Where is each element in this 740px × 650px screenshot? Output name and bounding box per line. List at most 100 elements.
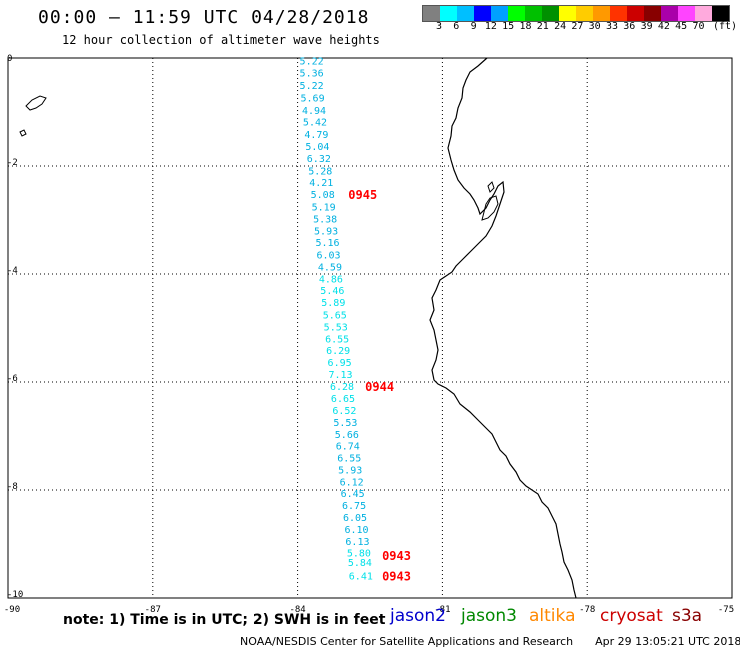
color-swatch [593, 6, 610, 21]
color-swatch [627, 6, 644, 21]
map-subtitle: 12 hour collection of altimeter wave hei… [62, 33, 380, 47]
wave-height-label: 6.10 [344, 525, 368, 536]
wave-height-label: 4.79 [304, 130, 328, 141]
color-scale-label: 39 [640, 21, 653, 32]
wave-height-label: 5.93 [314, 226, 338, 237]
color-scale-label: 12 [484, 21, 497, 32]
galapagos-island [25, 95, 47, 111]
wave-height-label: 6.52 [332, 406, 356, 417]
galapagos-islet [19, 129, 27, 137]
footer: NOAA/NESDIS Center for Satellite Applica… [240, 635, 740, 648]
color-scale-label: 30 [588, 21, 601, 32]
satellite-legend-item: altika [529, 606, 576, 626]
color-scale-label: 9 [470, 21, 477, 32]
satellite-legend-item: jason2 [390, 606, 446, 626]
coastline [429, 57, 577, 599]
color-scale-unit: (ft) [713, 21, 738, 32]
wave-height-label: 6.05 [343, 513, 367, 524]
wave-height-label: 5.46 [320, 286, 344, 297]
wave-height-label: 5.22 [300, 81, 324, 92]
wave-height-label: 5.65 [323, 311, 347, 322]
wave-height-label: 4.59 [318, 262, 342, 273]
wave-height-label: 6.75 [342, 501, 366, 512]
x-tick-label: -81 [434, 605, 450, 615]
y-tick-label: -6 [7, 374, 18, 384]
color-scale-label: 3 [435, 21, 443, 32]
color-scale-label: 27 [571, 21, 584, 32]
wave-height-label: 5.08 [311, 190, 335, 201]
pass-time-label: 0945 [348, 188, 377, 202]
y-tick-label: -8 [7, 482, 18, 492]
wave-height-label: 6.55 [325, 334, 349, 345]
y-tick-label: 0 [7, 54, 12, 64]
color-swatch [423, 6, 440, 21]
wave-height-label: 5.93 [338, 465, 362, 476]
y-tick-label: -2 [7, 158, 18, 168]
wave-height-label: 6.13 [345, 537, 369, 548]
color-swatch [661, 6, 678, 21]
color-scale-label: 24 [554, 21, 567, 32]
color-swatch [440, 6, 457, 21]
pass-time-label: 0943 [382, 549, 411, 563]
wave-height-label: 5.53 [333, 418, 357, 429]
x-tick-label: -84 [289, 605, 305, 615]
x-tick-label: -87 [145, 605, 161, 615]
wave-height-label: 6.41 [349, 571, 373, 582]
color-swatch [610, 6, 627, 21]
swh-color-scale [422, 5, 730, 22]
x-tick-label: -90 [4, 605, 20, 615]
wave-height-label: 5.84 [348, 558, 372, 569]
wave-height-label: 5.89 [321, 298, 345, 309]
wave-height-label: 7.13 [329, 370, 353, 381]
wave-height-label: 6.29 [326, 346, 350, 357]
color-swatch [678, 6, 695, 21]
wave-height-label: 6.03 [316, 251, 340, 262]
pass-time-label: 0944 [365, 380, 394, 394]
wave-height-label: 5.04 [305, 142, 329, 153]
wave-height-label: 4.21 [309, 178, 333, 189]
wave-height-label: 5.80 [347, 549, 371, 560]
color-scale-label: 21 [536, 21, 549, 32]
wave-height-label: 6.45 [341, 489, 365, 500]
units-note: note: 1) Time is in UTC; 2) SWH is in fe… [63, 612, 386, 628]
color-swatch [491, 6, 508, 21]
color-scale-label: 42 [657, 21, 670, 32]
wave-height-label: 4.86 [319, 274, 343, 285]
wave-height-label: 5.22 [300, 57, 324, 68]
color-swatch [695, 6, 712, 21]
color-swatch [712, 6, 729, 21]
wave-height-label: 5.69 [301, 93, 325, 104]
wave-height-label: 6.65 [331, 394, 355, 405]
color-swatch [576, 6, 593, 21]
color-scale-label: 18 [519, 21, 532, 32]
color-swatch [508, 6, 525, 21]
wave-height-label: 5.28 [308, 166, 332, 177]
x-tick-label: -75 [718, 605, 734, 615]
color-swatch [474, 6, 491, 21]
wave-height-label: 5.38 [313, 214, 337, 225]
satellite-legend-item: jason3 [461, 606, 517, 626]
wave-height-label: 5.42 [303, 118, 327, 129]
wave-height-label: 4.94 [302, 106, 326, 117]
wave-height-label: 5.66 [335, 430, 359, 441]
wave-height-label: 5.53 [324, 322, 348, 333]
color-scale-label: 33 [605, 21, 619, 32]
wave-height-label: 5.16 [315, 238, 339, 249]
color-swatch [525, 6, 542, 21]
y-tick-label: -4 [7, 266, 18, 276]
satellite-legend-item: cryosat [600, 606, 663, 626]
color-swatch [542, 6, 559, 21]
color-scale-label: 70 [692, 21, 705, 32]
color-scale-label: 6 [453, 21, 460, 32]
wave-height-label: 6.55 [337, 454, 361, 465]
color-swatch [559, 6, 576, 21]
color-scale-label: 15 [502, 21, 515, 32]
wave-height-label: 6.95 [328, 358, 352, 369]
satellite-legend-item: s3a [672, 606, 703, 626]
wave-height-label: 5.36 [300, 69, 324, 80]
color-scale-label: 45 [675, 21, 688, 32]
wave-height-label: 6.28 [330, 382, 354, 393]
color-swatch [644, 6, 661, 21]
puna-island [481, 195, 499, 221]
wave-height-label: 5.19 [312, 203, 336, 214]
